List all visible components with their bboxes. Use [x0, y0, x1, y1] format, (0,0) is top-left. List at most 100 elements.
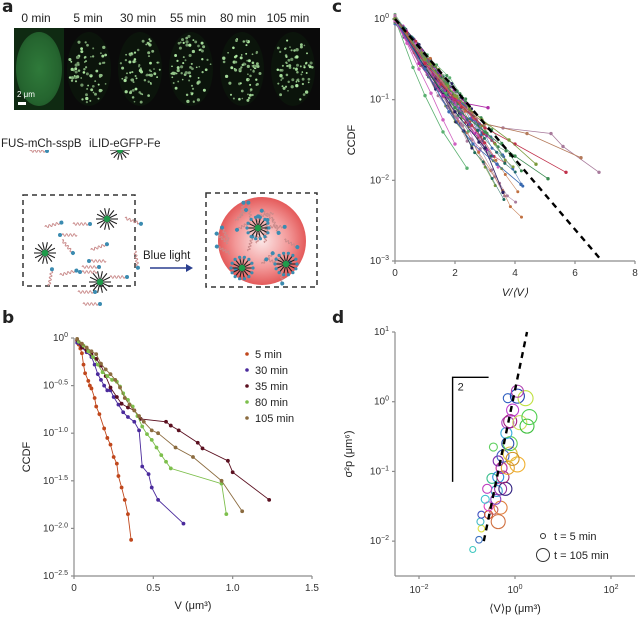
droplet-spot: [299, 65, 302, 68]
data-point: [84, 345, 89, 350]
data-point: [102, 383, 107, 388]
ilid-tip: [263, 235, 267, 239]
data-point: [513, 154, 517, 158]
sspb-tag: [235, 227, 240, 232]
x-tick-label: 102: [603, 584, 618, 596]
droplet-spot: [230, 66, 234, 70]
x-tick-label: 4: [512, 268, 518, 279]
data-point: [86, 349, 91, 354]
data-point: [127, 402, 132, 407]
droplet-spot: [200, 41, 204, 45]
droplet-spot: [235, 38, 238, 41]
fus-chain: [82, 302, 99, 306]
data-point: [110, 377, 114, 382]
sspb-tag: [104, 242, 109, 247]
droplet-spot: [133, 58, 137, 61]
data-point: [417, 61, 421, 66]
droplet-spot: [256, 65, 260, 68]
data-point: [453, 142, 457, 146]
droplet-spot: [90, 88, 94, 92]
droplet-spot: [130, 78, 135, 82]
droplet-spot: [68, 57, 72, 62]
data-point: [230, 470, 235, 475]
data-point: [423, 67, 427, 71]
data-point: [470, 138, 474, 142]
data-point: [156, 497, 160, 502]
y-tick-label: 10−0.5: [43, 380, 68, 392]
droplet-spot: [104, 53, 107, 57]
droplet-spot: [251, 61, 255, 65]
ilid-tip: [286, 251, 290, 255]
droplet-spot: [175, 72, 178, 75]
data-point: [549, 131, 553, 136]
data-point: [507, 138, 511, 142]
droplet-spot: [81, 98, 84, 101]
droplet-spot: [301, 71, 304, 73]
droplet-spot: [247, 78, 251, 81]
legend-label: t = 105 min: [554, 550, 609, 562]
droplet-spot: [132, 81, 135, 84]
droplet-spot: [185, 36, 189, 40]
droplet-spot: [145, 43, 148, 46]
data-point: [114, 395, 119, 399]
droplet-spot: [284, 47, 287, 50]
droplet-spot: [98, 62, 102, 65]
droplet-spot: [70, 60, 73, 63]
fus-mch-sspb-glyph: [284, 238, 300, 250]
sspb-tag: [270, 251, 275, 256]
fus-mch-sspb-glyph: [133, 250, 140, 270]
droplet-spot: [302, 93, 306, 96]
ilid-tip: [230, 271, 234, 275]
droplet-spot: [222, 56, 226, 60]
fus-mch-sspb-glyph: [29, 150, 49, 153]
droplet-spot: [133, 51, 137, 54]
data-point: [441, 118, 445, 122]
data-point: [121, 410, 126, 415]
droplet-spot: [86, 87, 89, 90]
droplet-spot: [245, 39, 249, 43]
scale-bar-label: 2 μm: [17, 90, 35, 99]
droplet-spot: [256, 82, 259, 86]
data-point: [95, 372, 100, 377]
droplet-spot: [251, 53, 254, 56]
data-point: [141, 419, 146, 424]
data-point: [503, 158, 507, 162]
droplet-spot: [134, 87, 138, 91]
ferritin-core: [238, 264, 246, 272]
timepoint-label: 0 min: [21, 11, 51, 25]
data-point: [267, 497, 272, 502]
data-point: [149, 485, 154, 490]
droplet-spot: [295, 67, 298, 71]
sspb-tag: [264, 257, 269, 262]
fus-mch-sspb-glyph: [214, 231, 229, 245]
droplet-spot: [303, 44, 306, 47]
x-axis-label: V/⟨V⟩: [502, 287, 529, 299]
sspb-tag: [219, 225, 224, 230]
sspb-tag: [246, 200, 251, 205]
data-point: [80, 351, 84, 356]
droplet-spot: [92, 47, 95, 50]
droplet-spot: [247, 93, 249, 96]
legend-label: 5 min: [255, 349, 282, 361]
data-point: [492, 455, 504, 467]
fus-mch-sspb-glyph: [78, 270, 98, 274]
data-point: [173, 445, 178, 450]
ilid-tip: [247, 275, 251, 279]
data-point: [411, 65, 415, 70]
data-point: [118, 385, 122, 390]
fus-chain: [44, 222, 60, 228]
ferritin-core: [282, 260, 290, 268]
data-point: [122, 497, 127, 502]
droplet-spot: [287, 89, 289, 92]
droplet-spot: [245, 52, 248, 55]
droplet-spot: [295, 48, 299, 52]
data-point: [126, 405, 130, 410]
data-point: [240, 509, 245, 514]
data-point: [91, 355, 95, 359]
legend-label: 30 min: [255, 365, 288, 377]
droplet-spot: [124, 76, 128, 80]
droplet-spot: [300, 73, 303, 76]
data-point: [520, 215, 523, 219]
data-point: [164, 459, 168, 464]
microscopy-strip: 2 μm: [14, 28, 320, 110]
